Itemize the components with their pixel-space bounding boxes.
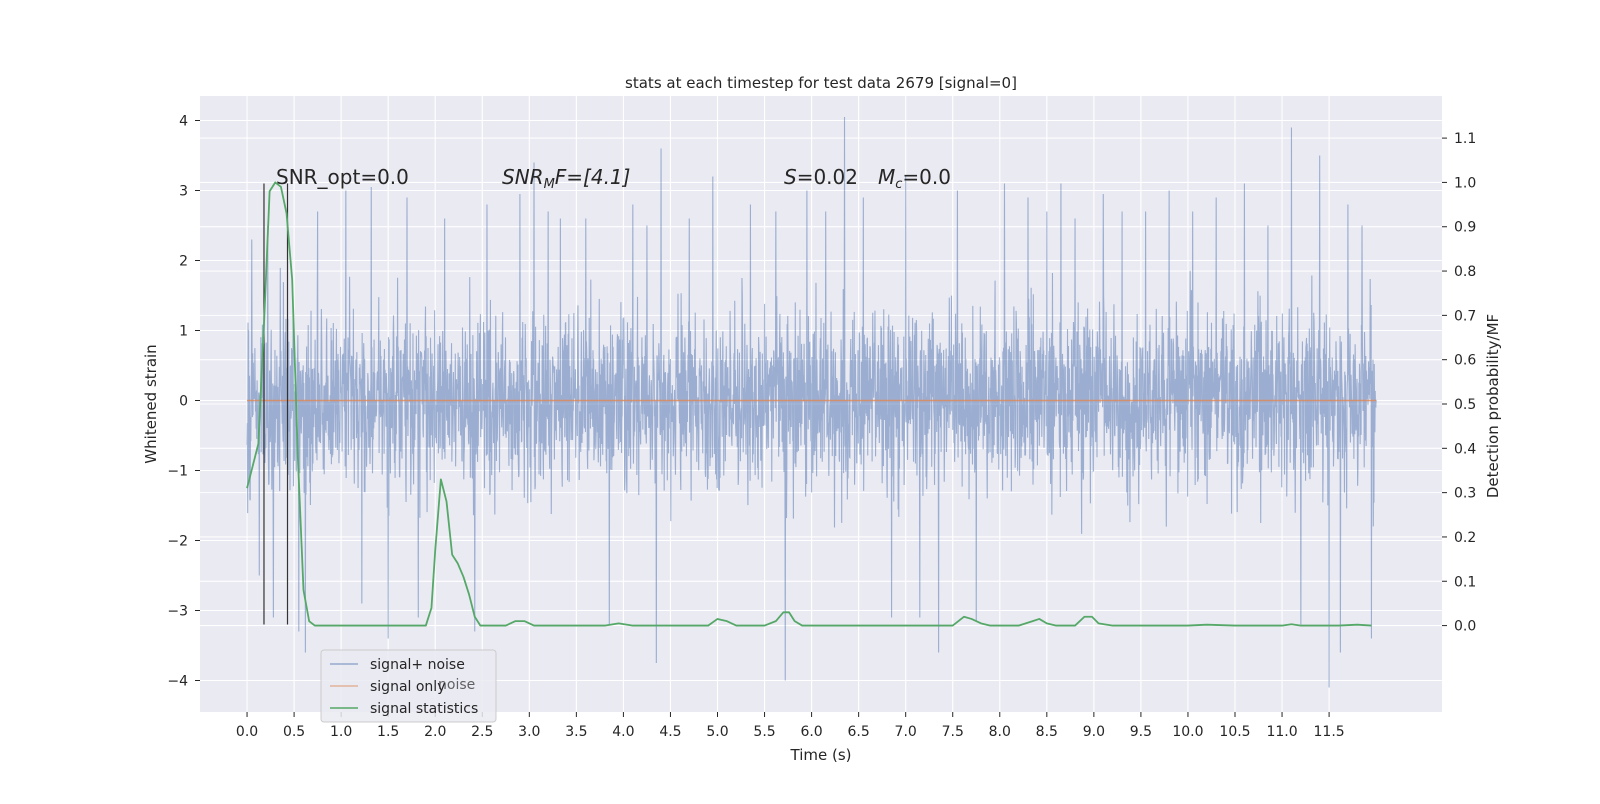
y2-tick-label: 0.0 bbox=[1454, 619, 1476, 635]
x-tick-label: 8.5 bbox=[1036, 724, 1058, 740]
x-tick-label: 4.0 bbox=[612, 724, 634, 740]
signal-noise-line bbox=[246, 116, 1377, 688]
x-tick-label: 6.5 bbox=[848, 724, 870, 740]
y2-tick-label: 1.0 bbox=[1454, 175, 1476, 191]
legend-label-signal-statistics: signal statistics bbox=[370, 701, 478, 717]
y-tick-label: 1 bbox=[179, 324, 188, 340]
annotation-s-symbol: S bbox=[784, 165, 797, 189]
y2-tick-label: 0.4 bbox=[1454, 441, 1476, 457]
x-tick-label: 11.0 bbox=[1266, 724, 1297, 740]
legend-ghost-text: noise bbox=[438, 677, 475, 693]
annotation-snr-mf-sub: M bbox=[544, 177, 555, 192]
x-tick-label: 5.0 bbox=[706, 724, 728, 740]
x-tick-label: 0.5 bbox=[283, 724, 305, 740]
series-signal-statistics bbox=[246, 181, 1372, 627]
x-tick-label: 11.5 bbox=[1314, 724, 1345, 740]
y2-tick-label: 0.5 bbox=[1454, 397, 1476, 413]
annotation-mc-symbol: M bbox=[878, 165, 895, 189]
x-tick-label: 10.5 bbox=[1219, 724, 1250, 740]
legend-label-signal-only: signal only bbox=[370, 679, 445, 695]
x-tick-label: 1.0 bbox=[330, 724, 352, 740]
y-tick-label: 4 bbox=[179, 114, 188, 130]
y-axis-label: Whitened strain bbox=[142, 344, 160, 463]
x-tick-label: 3.0 bbox=[518, 724, 540, 740]
y-tick-label: 0 bbox=[179, 394, 188, 410]
vertical-markers bbox=[263, 183, 289, 625]
series-signal-noise bbox=[246, 116, 1377, 688]
y2-tick-label: 0.3 bbox=[1454, 486, 1476, 502]
signal-statistics-line bbox=[246, 181, 1372, 627]
x-tick-label: 8.0 bbox=[989, 724, 1011, 740]
y-tick-label: −1 bbox=[167, 464, 188, 480]
annotation-s-value: =0.02 bbox=[797, 165, 858, 189]
x-tick-label: 1.5 bbox=[377, 724, 399, 740]
x-tick-label: 2.5 bbox=[471, 724, 493, 740]
annotation-snr-mf: SNRMF=[4.1] bbox=[502, 165, 630, 192]
x-tick-label: 2.0 bbox=[424, 724, 446, 740]
x-tick-label: 7.5 bbox=[942, 724, 964, 740]
annotation-snr-mf-rest: F=[4.1] bbox=[555, 165, 631, 189]
y-tick-label: 2 bbox=[179, 254, 188, 270]
y2-tick-label: 1.1 bbox=[1454, 131, 1476, 147]
legend-label-signal-noise: signal+ noise bbox=[370, 657, 465, 673]
legend-box bbox=[320, 649, 497, 723]
y2-tick-label: 0.9 bbox=[1454, 220, 1476, 236]
annotation-mc-value: =0.0 bbox=[902, 165, 951, 189]
y2-tick-label: 0.1 bbox=[1454, 574, 1476, 590]
y2-tick-label: 0.6 bbox=[1454, 353, 1476, 369]
annotation-snr-opt: SNR_opt=0.0 bbox=[276, 165, 409, 189]
x-tick-label: 9.0 bbox=[1083, 724, 1105, 740]
y2-tick-label: 0.7 bbox=[1454, 308, 1476, 324]
x-tick-label: 3.5 bbox=[565, 724, 587, 740]
y-tick-label: 3 bbox=[179, 184, 188, 200]
x-tick-label: 6.0 bbox=[800, 724, 822, 740]
annotation-mc: Mc=0.0 bbox=[878, 165, 951, 192]
y-tick-label: −3 bbox=[167, 604, 188, 620]
annotation-mc-sub: c bbox=[895, 177, 902, 192]
y-tick-label: −2 bbox=[167, 534, 188, 550]
x-tick-label: 5.5 bbox=[753, 724, 775, 740]
x-tick-label: 7.0 bbox=[895, 724, 917, 740]
legend: noise signal+ noise signal only signal s… bbox=[320, 649, 497, 723]
y2-tick-label: 0.2 bbox=[1454, 530, 1476, 546]
x-tick-label: 10.0 bbox=[1172, 724, 1203, 740]
x-tick-label: 0.0 bbox=[236, 724, 258, 740]
x-tick-label: 9.5 bbox=[1130, 724, 1152, 740]
tick-labels: 0.0 0.5 1.0 1.5 2.0 2.5 3.0 3.5 4.0 4.5 5.0 5.5 6.0 6… bbox=[167, 114, 1476, 741]
x-axis-label: Time (s) bbox=[790, 746, 852, 764]
chart-title: stats at each timestep for test data 267… bbox=[625, 74, 1017, 92]
annotation-snr-mf-base: SNR bbox=[502, 165, 544, 189]
y-tick-label: −4 bbox=[167, 674, 188, 690]
y2-axis-label: Detection probability/MF bbox=[1484, 314, 1502, 498]
x-tick-label: 4.5 bbox=[659, 724, 681, 740]
annotation-s: S=0.02 bbox=[784, 165, 858, 189]
y2-tick-label: 0.8 bbox=[1454, 264, 1476, 280]
